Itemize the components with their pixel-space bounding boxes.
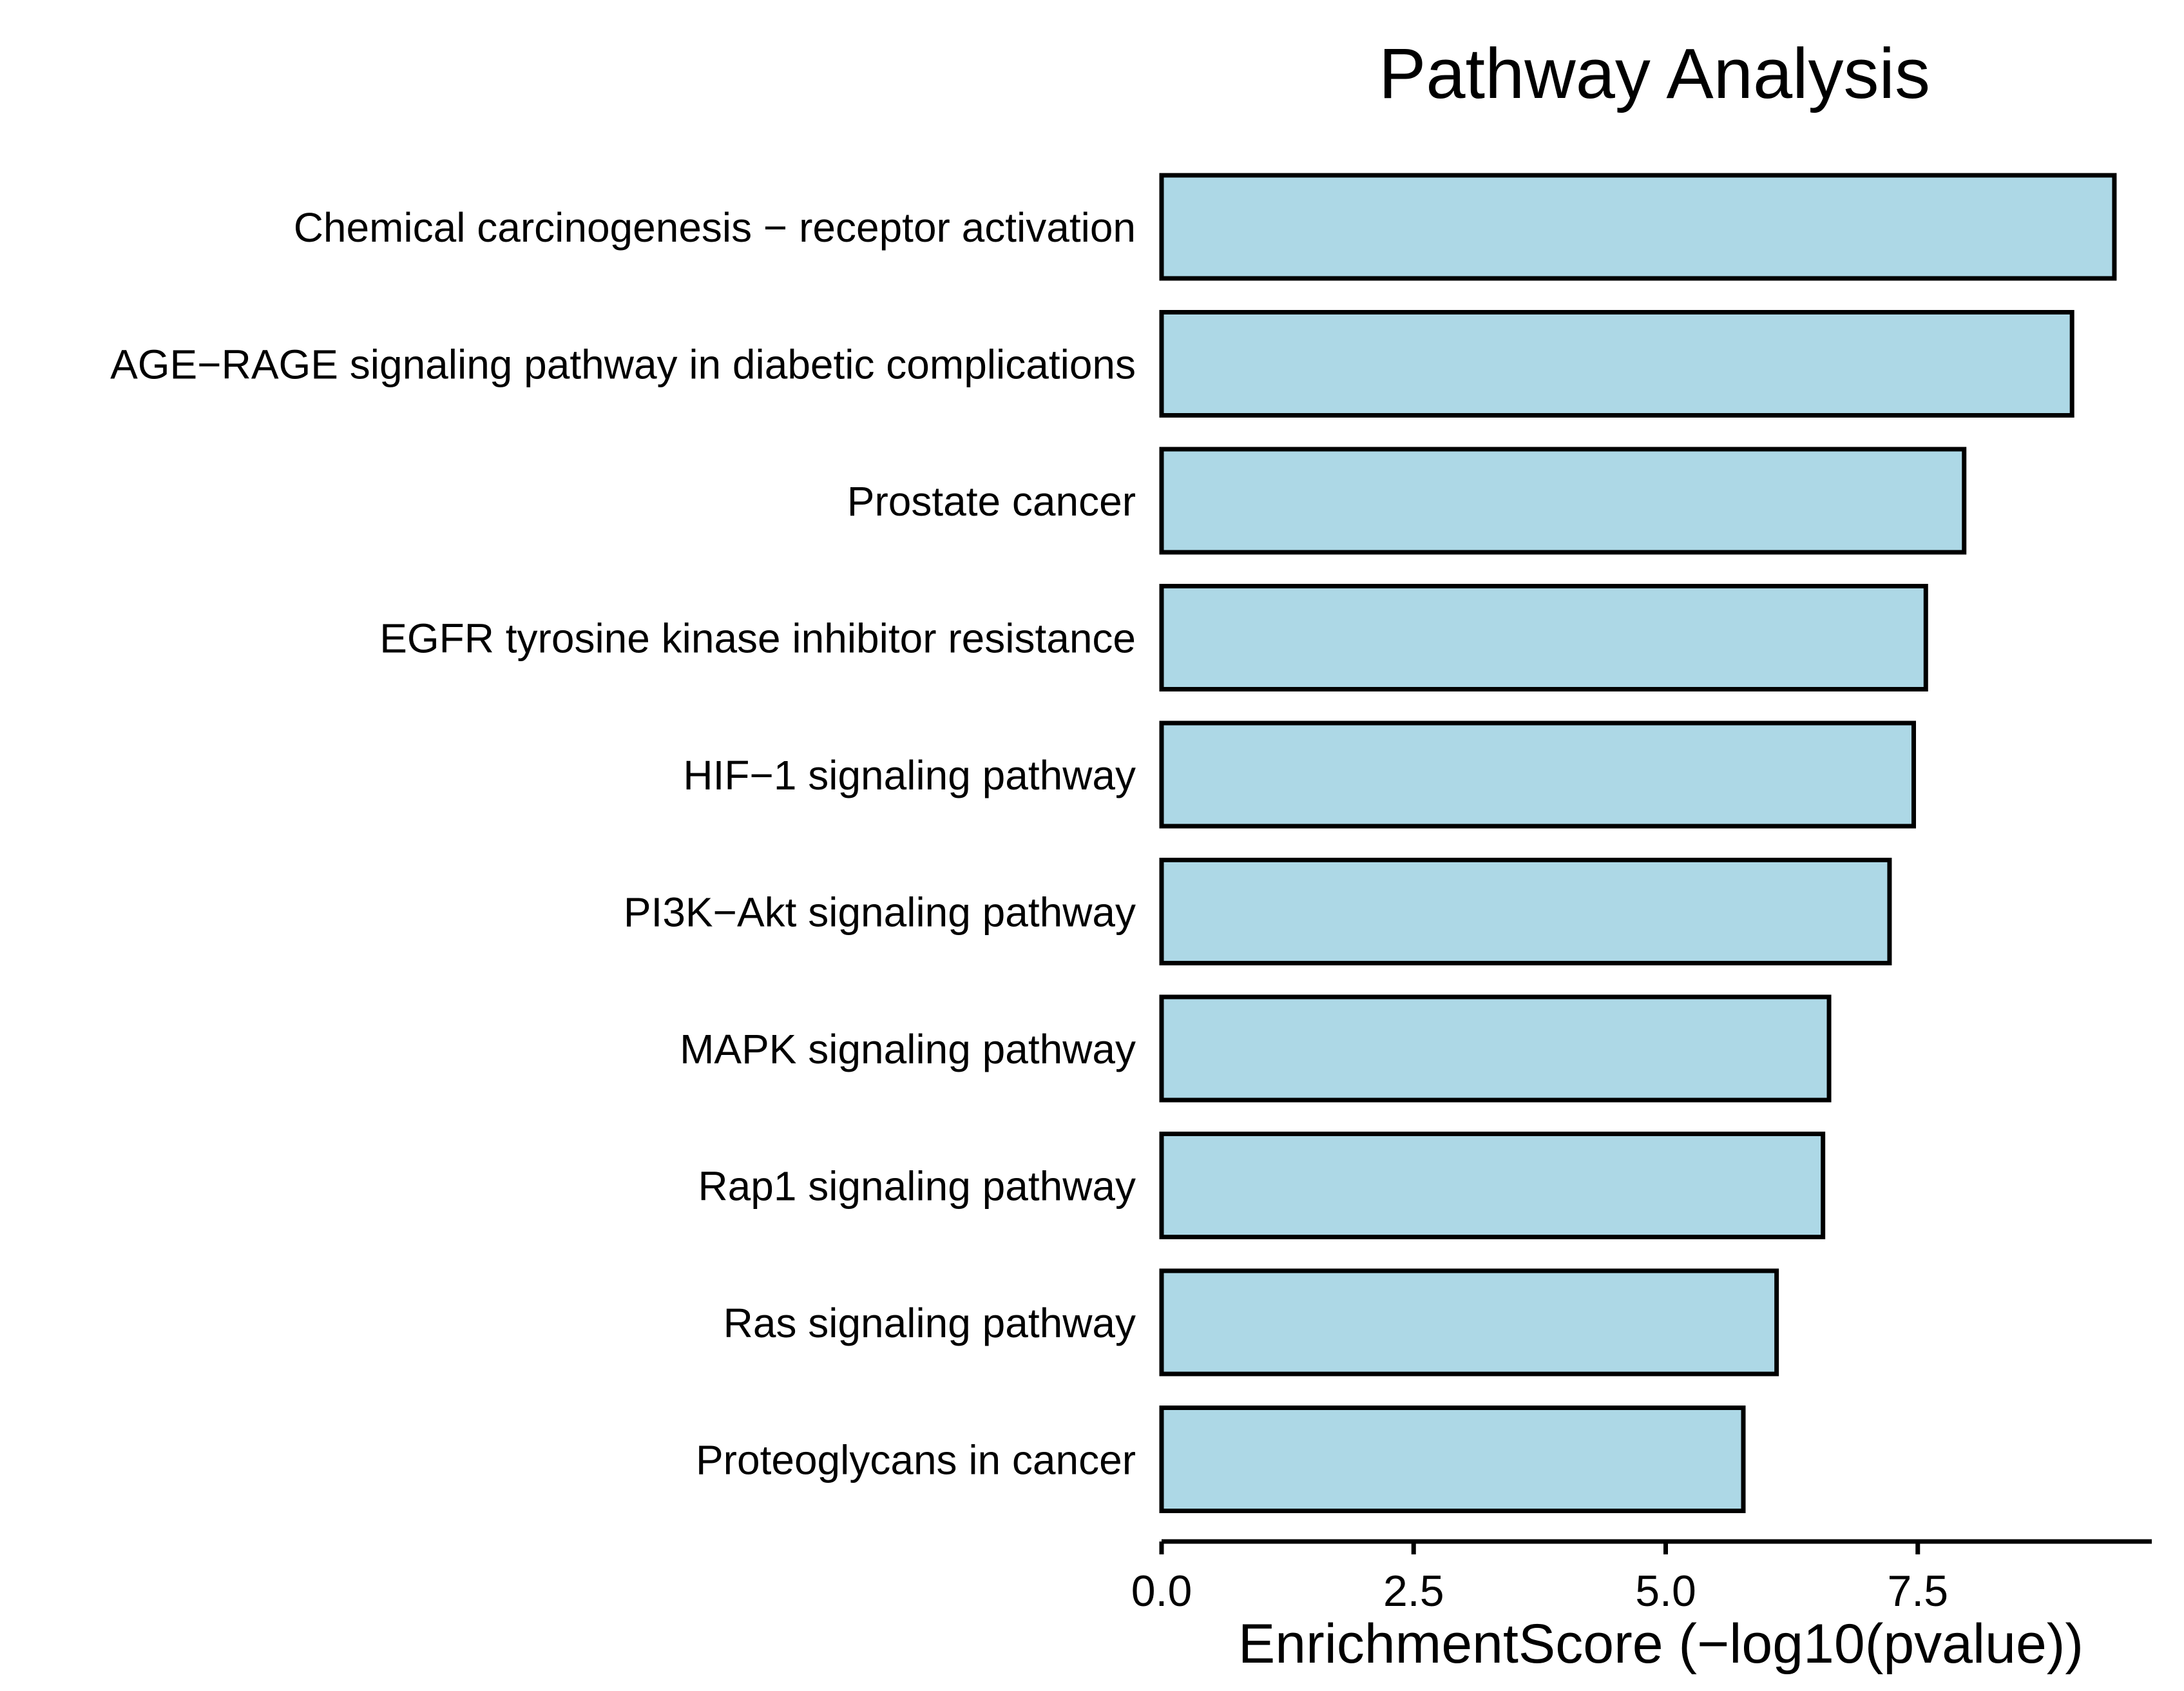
category-label-8: Rap1 signaling pathway	[698, 1163, 1136, 1210]
bar-8	[1159, 1132, 1826, 1239]
bar-1	[1159, 173, 2117, 281]
chart-title: Pathway Analysis	[1379, 34, 1930, 113]
category-label-4: EGFR tyrosine kinase inhibitor resistanc…	[379, 615, 1136, 662]
category-label-1: Chemical carcinogenesis − receptor activ…	[294, 204, 1136, 251]
bar-10	[1159, 1406, 1746, 1513]
bar-2	[1159, 310, 2074, 418]
x-tick-label-4: 7.5	[1887, 1567, 1948, 1616]
x-axis-label: EnrichmentScore (−log10(pvalue))	[1238, 1613, 2083, 1675]
x-tick-label-2: 2.5	[1383, 1567, 1444, 1616]
bar-9	[1159, 1268, 1779, 1377]
category-labels: Chemical carcinogenesis − receptor activ…	[110, 204, 1136, 1483]
bars-group	[1159, 173, 2117, 1513]
category-label-3: Prostate cancer	[847, 478, 1136, 525]
bar-3	[1159, 447, 1967, 555]
category-label-5: HIF−1 signaling pathway	[683, 752, 1136, 798]
bar-7	[1159, 994, 1832, 1103]
bar-4	[1159, 584, 1928, 691]
category-label-6: PI3K−Akt signaling pathway	[624, 889, 1136, 936]
category-label-9: Ras signaling pathway	[723, 1300, 1136, 1346]
bar-5	[1159, 720, 1916, 829]
x-tick-label-3: 5.0	[1635, 1567, 1696, 1616]
x-axis: 0.0 2.5 5.0 7.5	[1131, 1539, 2152, 1616]
bar-6	[1159, 858, 1892, 965]
category-label-10: Proteoglycans in cancer	[696, 1437, 1136, 1483]
category-label-7: MAPK signaling pathway	[680, 1026, 1136, 1072]
x-tick-label-1: 0.0	[1131, 1567, 1193, 1616]
category-label-2: AGE−RAGE signaling pathway in diabetic c…	[110, 342, 1136, 388]
